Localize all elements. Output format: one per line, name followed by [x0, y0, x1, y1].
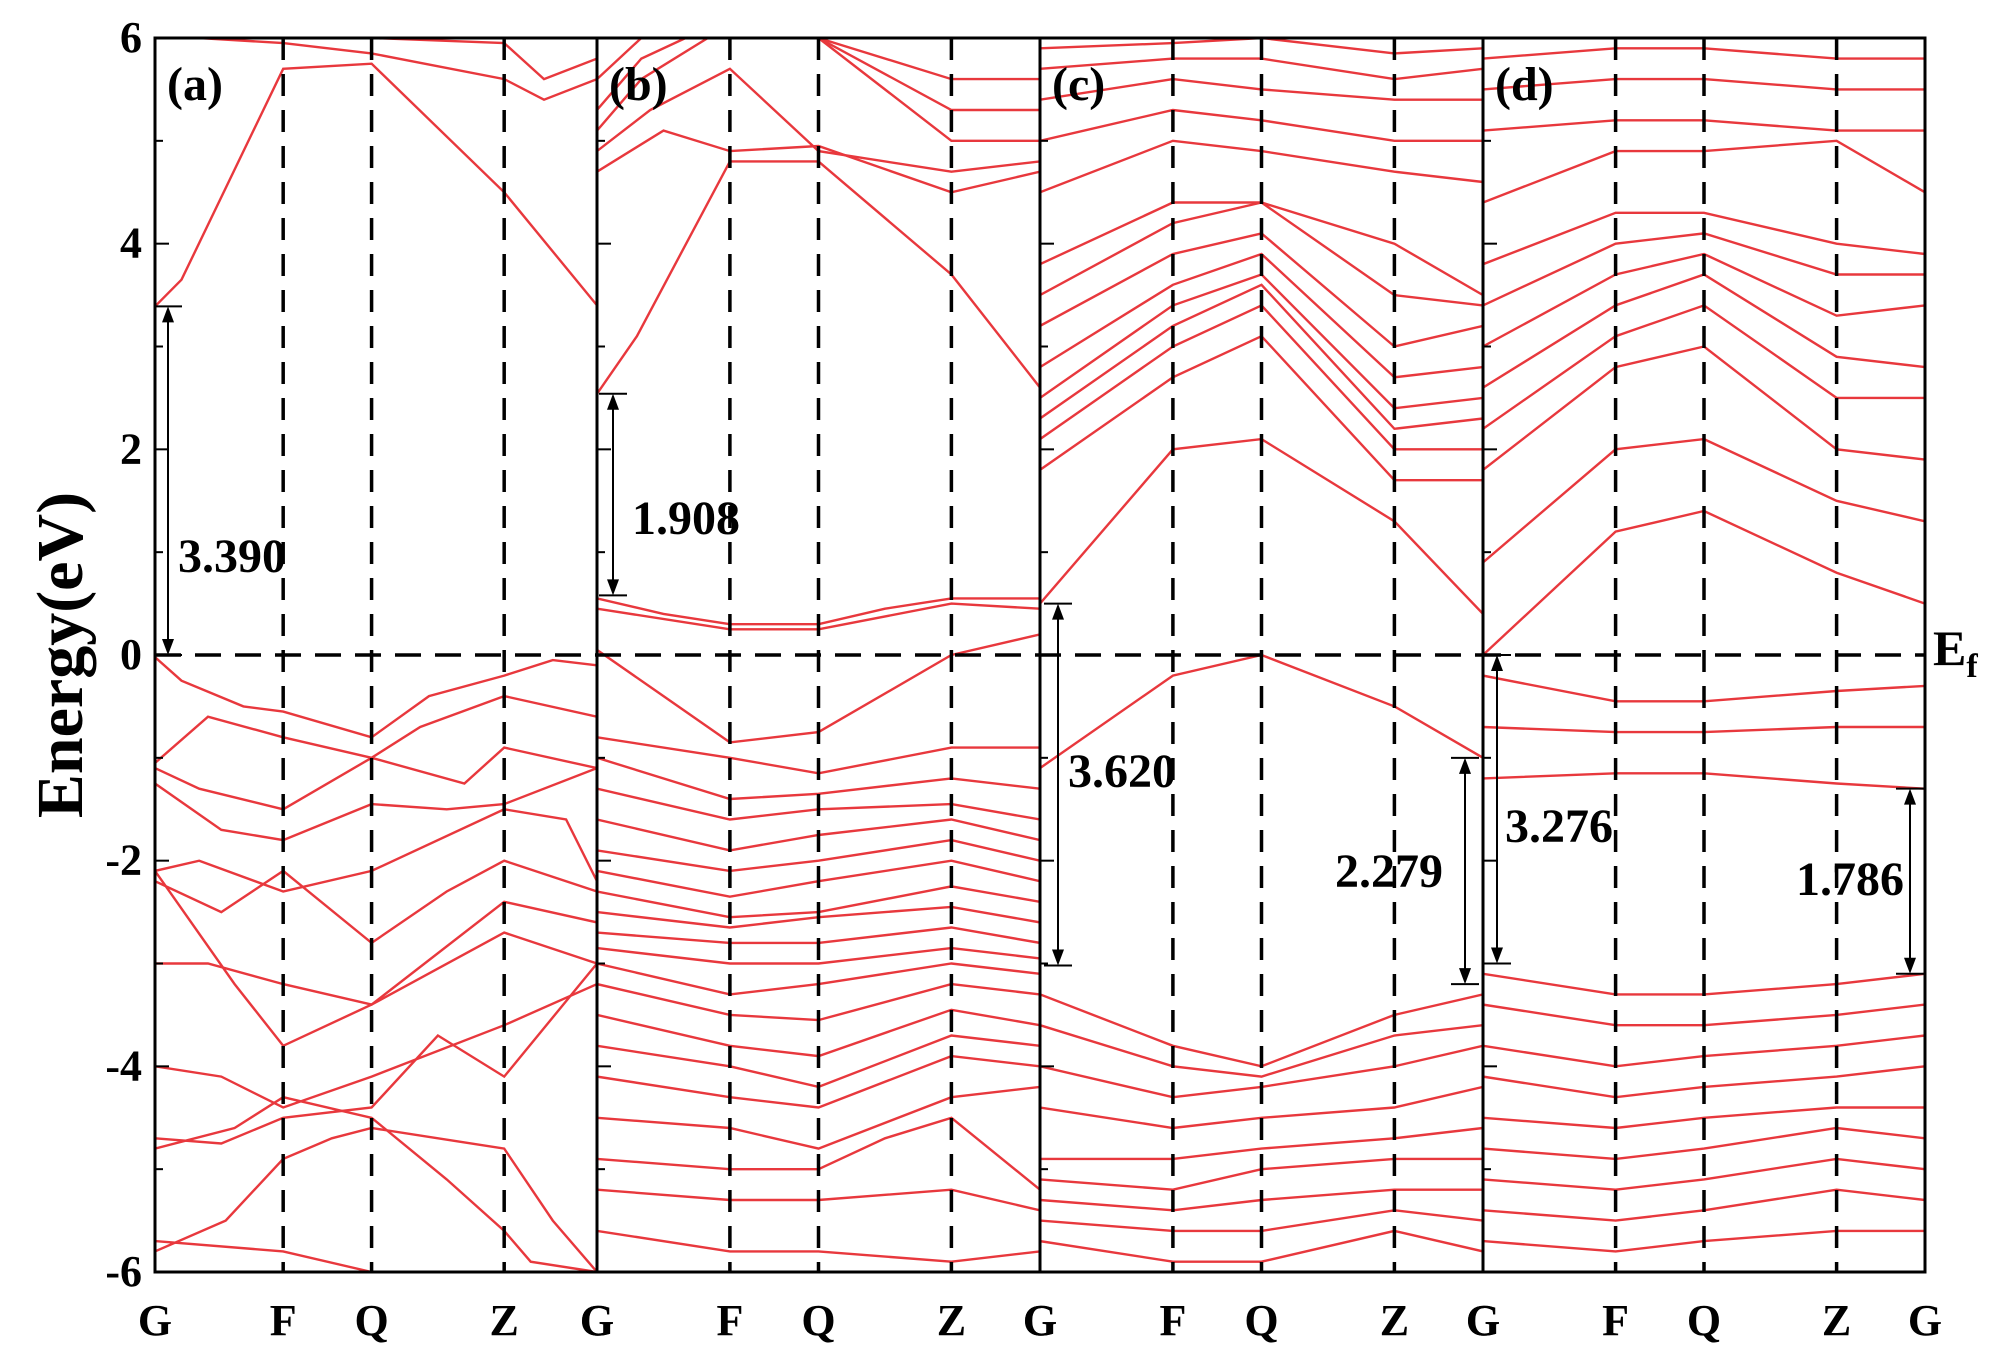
band-line-1-27	[597, 38, 1040, 81]
band-line-0-3	[155, 766, 597, 842]
kpoint-label-0-2: Q	[354, 1296, 388, 1345]
gap-value-b: 1.908	[632, 492, 740, 545]
band-line-1-25	[597, 38, 1040, 143]
y-tick-label-6: -6	[105, 1247, 142, 1296]
kpoint-label-1-4: G	[1023, 1296, 1057, 1345]
band-line-3-7	[1483, 1106, 1925, 1130]
band-line-1-17	[597, 1054, 1040, 1109]
band-line-1-26	[597, 38, 1040, 112]
fermi-level-label: Ef	[1933, 620, 1978, 685]
band-line-3-19	[1483, 211, 1925, 266]
kpoint-label-3-3: Z	[1822, 1296, 1851, 1345]
panel-label-1: (b)	[609, 58, 668, 111]
kpoint-label-3-0: G	[1466, 1296, 1500, 1345]
gap-value-d: 3.276	[1505, 800, 1613, 853]
kpoint-label-2-1: F	[1159, 1296, 1186, 1345]
band-line-1-2	[597, 633, 1040, 744]
gap-value-c: 3.620	[1068, 745, 1176, 798]
band-line-0-8	[155, 983, 597, 1109]
kpoint-label-2-0: G	[1023, 1296, 1057, 1345]
gap2-value-d: 1.786	[1796, 853, 1904, 906]
band-line-0-6	[155, 900, 597, 1006]
kpoint-label-0-3: Z	[490, 1296, 519, 1345]
kpoint-label-2-4: G	[1466, 1296, 1500, 1345]
band-line-0-0	[155, 656, 597, 739]
band-line-3-8	[1483, 1126, 1925, 1161]
y-tick-label-4: -2	[105, 836, 142, 885]
band-line-1-12	[597, 946, 1040, 965]
gap-value-a: 3.390	[178, 530, 286, 583]
gap2-arrow-d-head-down	[1904, 957, 1916, 974]
panel-label-3: (d)	[1495, 58, 1554, 111]
labels-layer: G F Q Z G(a)G F Q Z G(b)G F Q Z G(c)G F Q Z G(d)6420-2-4…	[105, 13, 1942, 1345]
y-tick-label-1: 4	[120, 219, 142, 268]
kpoint-label-0-0: G	[138, 1296, 172, 1345]
kpoint-label-3-1: F	[1602, 1296, 1629, 1345]
kpoint-label-1-3: Z	[937, 1296, 966, 1345]
fermi-level-label-sub: f	[1966, 648, 1978, 685]
gap2-arrow-d-head-up	[1904, 788, 1916, 805]
band-line-0-2	[155, 746, 597, 811]
band-line-2-2	[1040, 1024, 1483, 1078]
kpoint-label-3-4: G	[1908, 1296, 1942, 1345]
gap-arrow-b-head-down	[607, 579, 619, 596]
kpoint-label-0-4: G	[580, 1296, 614, 1345]
band-line-1-21	[597, 1229, 1040, 1263]
band-line-0-11	[155, 1126, 597, 1272]
y-tick-label-3: 0	[120, 630, 142, 679]
fermi-level-label-main: E	[1933, 620, 1966, 676]
band-line-2-4	[1040, 1085, 1483, 1130]
gap-arrow-b-head-up	[607, 393, 619, 410]
band-line-2-9	[1040, 1229, 1483, 1263]
band-line-0-7	[155, 870, 597, 1048]
band-line-1-18	[597, 1085, 1040, 1150]
gap2-value-c: 2.279	[1335, 845, 1443, 898]
band-line-2-23	[1040, 38, 1483, 55]
kpoint-label-1-2: Q	[801, 1296, 835, 1345]
kpoint-label-1-1: F	[716, 1296, 743, 1345]
band-line-1-7	[597, 838, 1040, 873]
band-line-1-22	[597, 160, 1040, 395]
band-line-0-9	[155, 962, 597, 1145]
gap2-arrow-c-head-up	[1459, 757, 1471, 774]
band-line-0-12	[155, 1239, 597, 1272]
kpoint-label-3-2: Q	[1687, 1296, 1721, 1345]
kpoint-label-0-1: F	[270, 1296, 297, 1345]
band-line-2-5	[1040, 1126, 1483, 1161]
band-line-1-4	[597, 756, 1040, 801]
band-line-3-9	[1483, 1157, 1925, 1191]
band-line-1-24	[597, 67, 1040, 173]
y-tick-label-2: 2	[120, 424, 142, 473]
kpoint-label-2-3: Z	[1380, 1296, 1409, 1345]
y-tick-label-5: -4	[105, 1041, 142, 1090]
kpoint-label-1-0: G	[580, 1296, 614, 1345]
band-line-0-5	[155, 859, 597, 945]
gap-arrow-d-head-up	[1491, 655, 1503, 671]
gap2-arrow-c-head-down	[1459, 968, 1471, 985]
gap-arrow-a-head-up	[162, 306, 174, 323]
gap-arrow-a-head-down	[162, 639, 174, 655]
band-line-2-13	[1040, 283, 1483, 431]
kpoint-label-2-2: Q	[1244, 1296, 1278, 1345]
band-line-2-18	[1040, 201, 1483, 297]
gap-arrow-d-head-down	[1491, 947, 1503, 964]
gap-arrow-c-head-down	[1052, 949, 1064, 966]
band-line-0-13	[155, 62, 597, 308]
band-line-0-15	[155, 38, 597, 81]
band-line-1-19	[597, 1116, 1040, 1191]
panel-label-2: (c)	[1052, 58, 1105, 111]
panel-label-0: (a)	[167, 58, 223, 111]
band-line-1-23	[597, 129, 1040, 194]
band-line-0-4	[155, 808, 597, 893]
y-axis-label: Energy(eV)	[24, 492, 97, 818]
gap-arrow-c-head-up	[1052, 603, 1064, 620]
band-line-0-10	[155, 1095, 597, 1272]
y-tick-label-0: 6	[120, 13, 142, 62]
panel-1-bands	[597, 38, 1040, 1263]
